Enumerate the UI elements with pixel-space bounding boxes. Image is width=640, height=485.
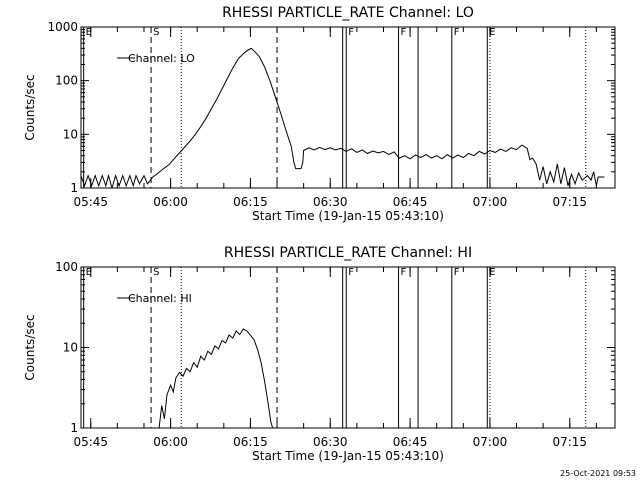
panel-2-x-tick-label-3: 06:15 — [233, 435, 268, 449]
panel-2-legend-label: Channel: HI — [128, 292, 192, 305]
panel-1-series-line-1 — [81, 47, 605, 188]
panel-2-group: E S F F F E 1 10 100 05:45 06:00 06:15 06:30 06:45 07:… — [23, 245, 616, 463]
panel-1-legend-label: Channel: LO — [128, 52, 195, 65]
panel-1-x-tick-label-1: 05:45 — [73, 195, 108, 209]
panel-2-marker-label-2: S — [153, 267, 159, 278]
panel-2-marker-label-9: F — [454, 267, 460, 278]
panel-2-chart-title: RHESSI PARTICLE_RATE Channel: HI — [224, 245, 472, 261]
panel-1-marker-label-10: E — [489, 27, 495, 38]
panel-1-y-axis-label: Counts/sec — [23, 74, 37, 140]
panel-1-group: E S F F F E 1 10 100 1000 05:45 06:00 06:15 06:30 06:4… — [23, 5, 616, 223]
panel-2-y-tick-label-3: 100 — [55, 260, 78, 274]
panel-2-series-line-1 — [158, 328, 274, 428]
panel-1-plot-frame — [80, 26, 616, 189]
panel-1-chart-title: RHESSI PARTICLE_RATE Channel: LO — [222, 5, 474, 21]
panel-1-x-tick-label-4: 06:30 — [313, 195, 348, 209]
panel-1-marker-label-6: F — [348, 27, 354, 38]
panel-2-y-tick-label-1: 1 — [70, 421, 78, 435]
footer-timestamp: 25-Oct-2021 09:53 — [560, 469, 636, 478]
panel-1-marker-label-2: S — [153, 27, 159, 38]
panel-1-marker-label-1: E — [86, 27, 92, 38]
panel-1-y-tick-label-4: 1000 — [47, 20, 78, 34]
panel-2-x-tick-label-7: 07:15 — [552, 435, 587, 449]
panel-2-marker-label-1: E — [86, 267, 92, 278]
panel-2-x-tick-label-5: 06:45 — [393, 435, 428, 449]
panel-2-marker-label-7: F — [401, 267, 407, 278]
panel-2-x-tick-label-1: 05:45 — [73, 435, 108, 449]
panel-1-x-tick-label-5: 06:45 — [393, 195, 428, 209]
panel-2-x-tick-label-2: 06:00 — [153, 435, 188, 449]
panel-1-x-tick-label-3: 06:15 — [233, 195, 268, 209]
panel-2-y-tick-label-2: 10 — [63, 341, 78, 355]
panel-1-x-axis-label: Start Time (19-Jan-15 05:43:10) — [252, 209, 444, 223]
panel-2-x-axis-label: Start Time (19-Jan-15 05:43:10) — [252, 449, 444, 463]
panel-1-x-tick-label-7: 07:15 — [552, 195, 587, 209]
panel-1-x-tick-label-2: 06:00 — [153, 195, 188, 209]
panel-1-marker-label-7: F — [401, 27, 407, 38]
panel-1-x-tick-label-6: 07:00 — [473, 195, 508, 209]
panel-2-marker-label-6: F — [348, 267, 354, 278]
panel-2-y-axis-label: Counts/sec — [23, 314, 37, 380]
panel-1-y-tick-label-3: 100 — [55, 74, 78, 88]
panel-1-marker-label-9: F — [454, 27, 460, 38]
panel-1-y-tick-label-2: 10 — [63, 127, 78, 141]
panel-2-x-tick-label-6: 07:00 — [473, 435, 508, 449]
panel-2-x-tick-label-4: 06:30 — [313, 435, 348, 449]
panel-2-marker-label-10: E — [489, 267, 495, 278]
panel-1-y-tick-label-1: 1 — [70, 181, 78, 195]
